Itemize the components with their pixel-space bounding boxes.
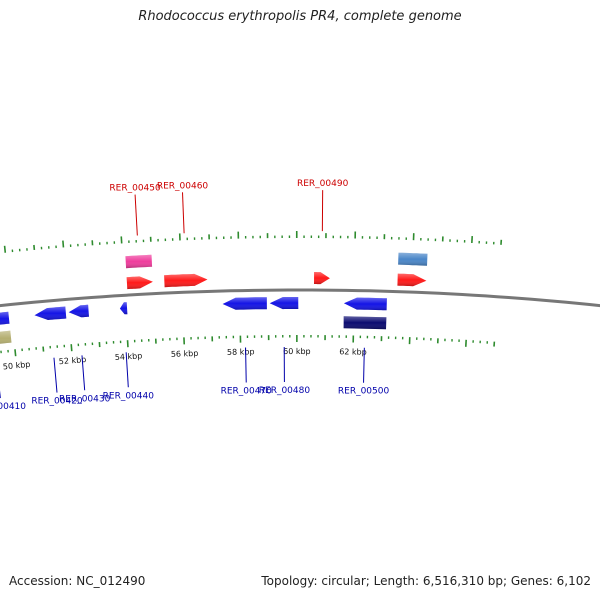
gene-shading xyxy=(222,297,267,310)
gene-label[interactable]: RER_00500 xyxy=(338,387,390,397)
inner-tick xyxy=(14,349,17,357)
gene-label-leader xyxy=(81,355,86,391)
gene-label-leader xyxy=(125,352,129,388)
inner-tick-track xyxy=(0,335,496,357)
gene-label[interactable]: RER_00460 xyxy=(157,181,209,191)
gene-shading xyxy=(397,273,427,287)
genome-title: Rhodococcus erythropolis PR4, complete g… xyxy=(138,9,462,24)
scale-label: 56 kbp xyxy=(171,349,199,359)
gene-shading xyxy=(68,304,89,318)
gene-label-leader xyxy=(134,194,138,236)
gene-shading xyxy=(343,297,387,311)
gene-shading xyxy=(314,272,330,285)
gene-shading xyxy=(269,297,299,310)
scale-label: 52 kbp xyxy=(58,355,86,366)
gene-label-leader xyxy=(245,347,247,383)
accession-text: Accession: NC_012490 xyxy=(9,574,146,588)
gene-shading xyxy=(125,254,153,269)
gene-shading xyxy=(0,311,10,325)
gene-shading xyxy=(398,252,428,266)
gene-label[interactable]: RER_00470 xyxy=(221,387,273,397)
gene-label[interactable]: RER_00430 xyxy=(59,394,111,404)
gene-shading xyxy=(119,302,128,315)
scale-label: 58 kbp xyxy=(227,347,255,357)
outer-tick-track xyxy=(3,231,503,253)
gene-shading xyxy=(126,276,153,290)
gene-label[interactable]: RER_00480 xyxy=(259,386,311,396)
scale-label: 62 kbp xyxy=(339,347,367,357)
scale-label: 50 kbp xyxy=(2,360,30,372)
gene-label[interactable]: RER_00420 xyxy=(31,397,83,407)
scale-label: 54 kbp xyxy=(115,351,143,362)
gene-label-leader xyxy=(363,347,365,383)
outer-tick xyxy=(62,240,65,248)
gene-label[interactable]: RER_00450 xyxy=(109,184,161,194)
outer-tick xyxy=(3,245,7,253)
gene-shading xyxy=(34,306,67,320)
scale-labels: 50 kbp 52 kbp 54 kbp 56 kbp 58 kbp 60 kbp 62 k… xyxy=(2,347,366,372)
gene-shading xyxy=(0,330,12,344)
genome-summary-text: Topology: circular; Length: 6,516,310 bp… xyxy=(261,574,591,588)
inner-tick xyxy=(70,344,73,352)
gene-label[interactable]: RER_00440 xyxy=(103,391,155,401)
gene-label-leader xyxy=(53,357,58,393)
scale-label: 60 kbp xyxy=(283,347,311,356)
gene-label[interactable]: RER_00490 xyxy=(297,179,349,189)
gene-label-leader xyxy=(182,192,185,234)
genome-backbone xyxy=(0,288,600,308)
gene-label[interactable]: RER_00410 xyxy=(0,402,26,412)
gene-shading xyxy=(343,316,387,330)
gene-shading xyxy=(164,273,208,288)
gene-track xyxy=(0,252,428,344)
